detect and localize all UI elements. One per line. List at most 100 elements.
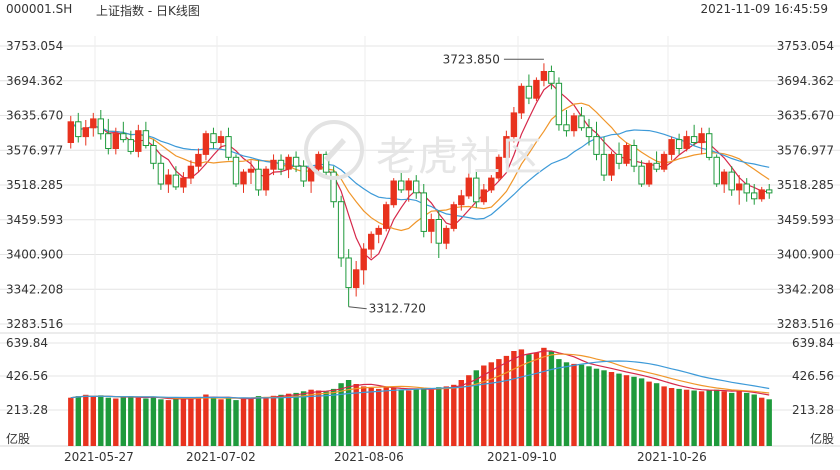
volume-bar [721,391,727,446]
volume-tick-right: 426.56 [792,369,834,383]
volume-bar [541,347,547,446]
volume-bar [195,396,202,446]
volume-bar [638,378,645,446]
candle-body [450,204,458,229]
volume-bar [323,391,329,446]
volume-bar [210,398,217,446]
volume-bar [443,386,449,446]
candle-body [721,171,728,185]
volume-bar [255,396,262,446]
volume-tick-right: 639.84 [792,336,834,350]
candle-body [593,136,600,155]
volume-bar [548,351,555,446]
price-tick-right: 3459.593 [777,213,834,227]
volume-bar [376,388,382,446]
volume-bar [698,391,705,446]
volume-bar [128,396,134,446]
volume-bar [744,392,750,446]
volume-bar [571,363,577,446]
candle-body [398,180,405,191]
volume-bar [83,394,89,446]
volume-bar [270,395,277,446]
volume-bar [421,388,427,446]
candle-body [405,180,412,191]
volume-bar [736,390,742,446]
candle-body [360,248,367,271]
volume-bar [188,397,194,446]
volume-bar [623,375,630,446]
candle-body [180,177,187,188]
volume-bar [466,375,472,446]
volume-bar [653,383,660,446]
candle-body [270,159,277,170]
candle-body [67,121,74,144]
volume-bar [368,388,374,446]
candle-body [503,136,510,158]
candle-body [578,115,585,129]
volume-bar [308,389,314,446]
candle-body [443,227,450,244]
volume-bar [616,373,622,446]
volume-bar [436,387,442,446]
candle-body [428,219,435,232]
volume-bar [165,400,172,446]
candle-body [413,180,420,194]
volume-bar [473,370,479,446]
volume-bar [766,399,772,446]
volume-bar [173,399,179,446]
price-ma20-line [70,121,770,220]
volume-bar [631,376,637,446]
candle-body [623,145,630,164]
candle-body [660,153,668,170]
price-tick-right: 3283.516 [777,317,834,331]
price-tick-left: 3694.362 [6,74,63,88]
candle-body [743,183,750,194]
volume-bar [293,392,299,446]
price-tick-left: 3576.977 [6,143,63,157]
volume-bar [383,387,389,446]
candle-body [225,136,232,158]
price-annotations: 3723.850 3312.720 [348,52,544,316]
candle-body [82,127,89,138]
watermark-logo-icon [304,120,364,180]
candle-body [653,162,660,170]
volume-bars [68,347,772,446]
candle-body [495,156,503,179]
volume-bar [518,349,525,446]
candle-body [736,183,743,191]
candle-body [165,174,172,185]
candle-body [435,219,443,244]
low-price-label: 3312.720 [369,302,426,316]
volume-bar [240,398,247,446]
candle-body [105,133,112,149]
candle-body [488,177,495,191]
volume-bar [68,397,74,446]
candle-body [383,204,390,229]
volume-bar [556,359,562,446]
volume-bar [428,389,434,446]
candle-body [751,192,758,200]
volume-bar [481,365,487,446]
candle-body [240,171,247,185]
volume-bar [413,388,419,446]
volume-bar [451,384,457,446]
volume-ma20-line [70,360,770,399]
candle-body [698,133,705,144]
candle-body [210,133,217,144]
candle-body [510,112,518,138]
candle-body [585,127,593,138]
volume-bar [714,389,720,446]
volume-tick-left: 426.56 [6,369,48,383]
volume-bar [143,398,149,446]
candle-body [706,133,713,158]
price-ma5-line [70,83,770,261]
candle-body [300,165,307,182]
volume-bar [135,397,141,446]
volume-ma-lines [70,350,770,400]
candle-body [90,118,97,129]
candle-body [97,118,104,135]
volume-bar [683,389,690,446]
price-tick-right: 3694.362 [777,74,834,88]
volume-bar [511,351,517,446]
volume-bar [278,394,284,446]
